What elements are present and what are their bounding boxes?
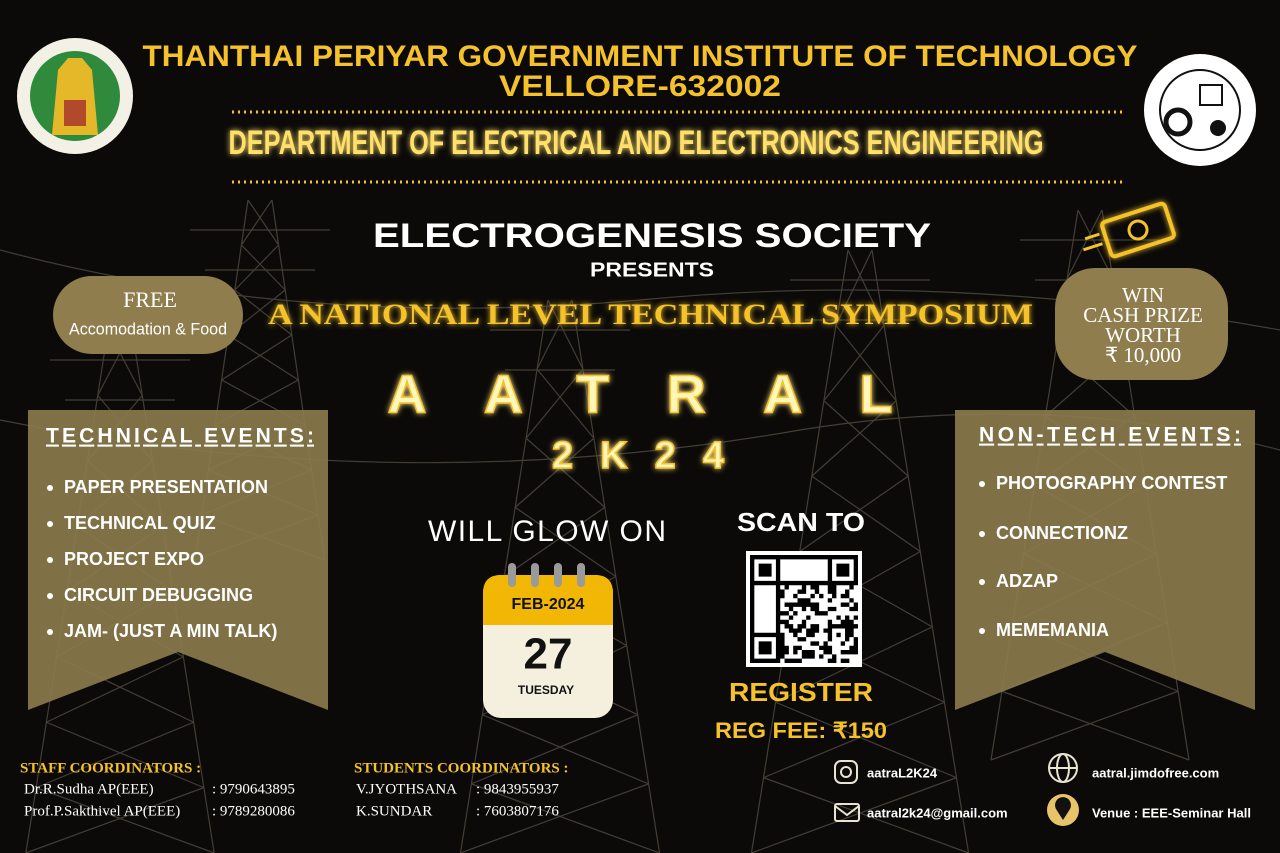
- bullet: [47, 629, 53, 635]
- coordinator-phone: : 9790643895: [212, 781, 295, 797]
- tagline: WILL GLOW ON: [428, 515, 666, 548]
- prize-line: ₹ 10,000: [1105, 343, 1181, 367]
- reg-fee: REG FEE: ₹150: [715, 718, 887, 743]
- bullet: [47, 557, 53, 563]
- event-item: JAM- (JUST A MIN TALK): [64, 621, 277, 641]
- free-title: FREE: [123, 287, 177, 312]
- coordinator-name: Dr.R.Sudha AP(EEE): [24, 781, 154, 797]
- scan-to: SCAN TO: [737, 507, 865, 537]
- bullet: [979, 628, 985, 634]
- bullet: [979, 531, 985, 537]
- department: DEPARTMENT OF ELECTRICAL AND ELECTRONICS…: [229, 124, 1044, 162]
- event-item: MEMEMANIA: [996, 620, 1109, 640]
- symposium: A NATIONAL LEVEL TECHNICAL SYMPOSIUM: [268, 298, 1033, 331]
- bullet: [979, 481, 985, 487]
- prize-line: WORTH: [1105, 323, 1181, 347]
- venue-icon: [1055, 797, 1071, 820]
- institute-city: VELLORE-632002: [499, 70, 781, 103]
- coordinator-name: Prof.P.Sakthivel AP(EEE): [24, 803, 180, 819]
- staff-title: STAFF COORDINATORS :: [20, 760, 201, 776]
- right-logo: [1144, 54, 1256, 166]
- contact-icons: [834, 753, 1078, 822]
- event-item: ADZAP: [996, 571, 1058, 591]
- free-badge: [53, 276, 243, 354]
- nontech-title: NON-TECH EVENTS:: [979, 424, 1241, 447]
- nontech-panel: [955, 410, 1255, 710]
- tech-panel: [28, 410, 328, 710]
- venue: Venue : EEE-Seminar Hall: [1092, 805, 1251, 820]
- website[interactable]: aatral.jimdofree.com: [1092, 765, 1219, 780]
- event-item: TECHNICAL QUIZ: [64, 513, 216, 533]
- money-icon: [1082, 201, 1176, 259]
- coordinator-phone: : 9789280086: [212, 803, 295, 819]
- students-title: STUDENTS COORDINATORS :: [354, 760, 569, 776]
- coordinator-name: V.JYOTHSANA: [356, 781, 457, 797]
- tower: [751, 249, 969, 853]
- qr-pattern: [750, 555, 858, 663]
- calendar: [483, 563, 613, 718]
- prize-badge: [1055, 268, 1228, 380]
- coordinator-phone: : 9843955937: [476, 781, 559, 797]
- tech-title: TECHNICAL EVENTS:: [46, 425, 314, 448]
- prize-line: WIN: [1122, 283, 1164, 307]
- instagram[interactable]: aatraL2K24: [867, 765, 938, 780]
- bullet: [47, 593, 53, 599]
- bullet: [47, 485, 53, 491]
- coordinator-name: K.SUNDAR: [356, 803, 432, 819]
- date-day: 27: [524, 630, 573, 679]
- event-item: PHOTOGRAPHY CONTEST: [996, 473, 1227, 493]
- coordinator-phone: : 7603807176: [476, 803, 559, 819]
- presents: PRESENTS: [590, 259, 714, 281]
- event-item: CONNECTIONZ: [996, 523, 1128, 543]
- institute-name: THANTHAI PERIYAR GOVERNMENT INSTITUTE OF…: [143, 40, 1138, 73]
- bullet: [47, 521, 53, 527]
- email[interactable]: aatral2k24@gmail.com: [867, 805, 1008, 820]
- prize-line: CASH PRIZE: [1083, 303, 1203, 327]
- date-month: FEB-2024: [512, 596, 585, 613]
- register: REGISTER: [729, 677, 873, 707]
- left-logo: [17, 38, 133, 154]
- society: ELECTROGENESIS SOCIETY: [373, 217, 931, 255]
- event-item: PROJECT EXPO: [64, 549, 204, 569]
- event-item: CIRCUIT DEBUGGING: [64, 585, 253, 605]
- event-item: PAPER PRESENTATION: [64, 477, 268, 497]
- free-text: Accomodation & Food: [69, 319, 227, 338]
- bullet: [979, 579, 985, 585]
- date-weekday: TUESDAY: [518, 683, 574, 697]
